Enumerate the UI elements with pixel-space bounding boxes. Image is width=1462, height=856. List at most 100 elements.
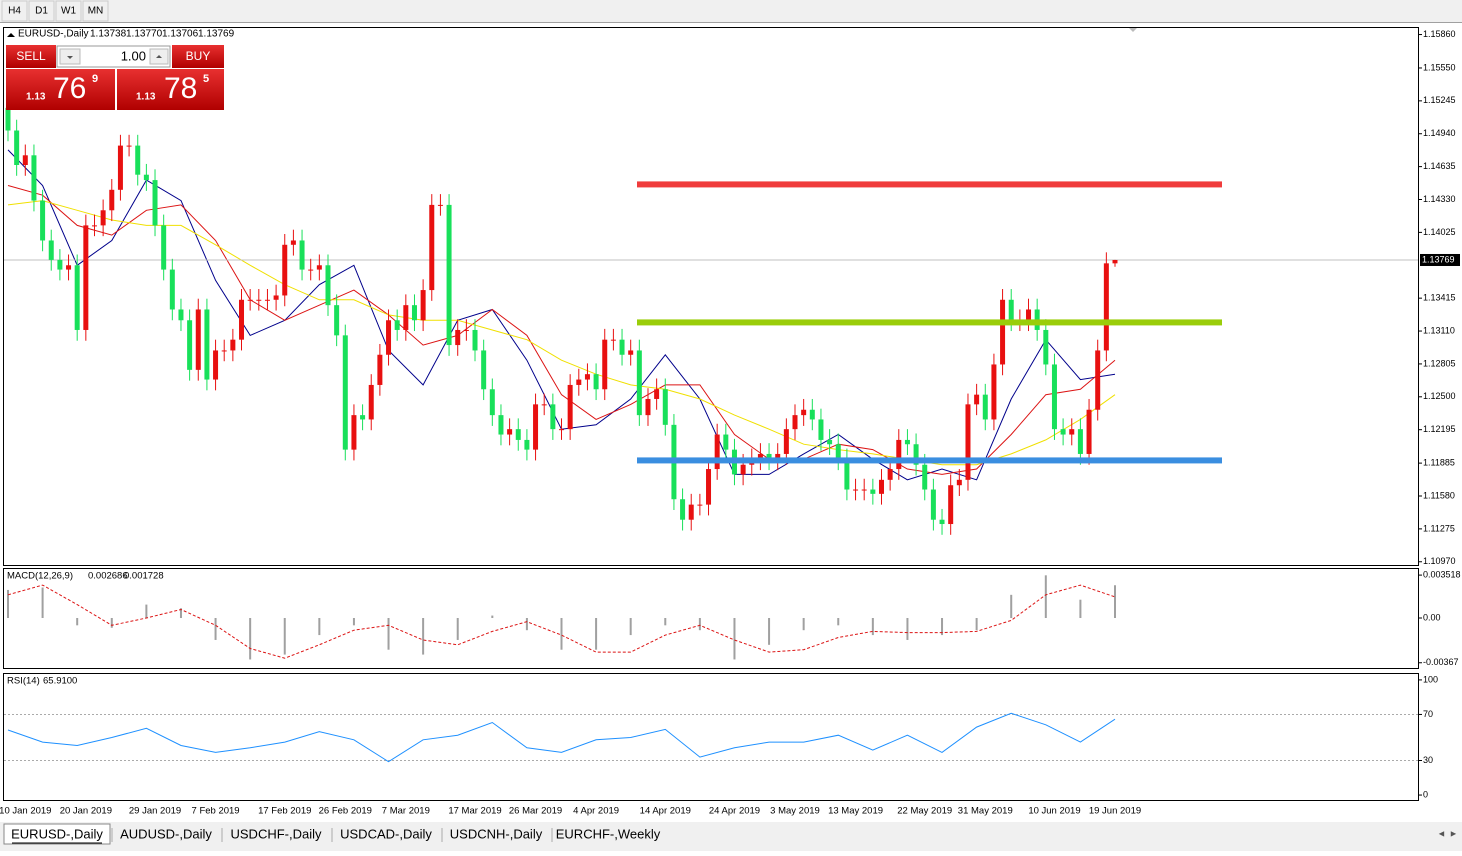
y-tick-label: 1.12805 xyxy=(1423,358,1456,368)
candle-body xyxy=(109,189,115,211)
symbol-icon xyxy=(7,33,15,37)
candle-body xyxy=(5,107,11,131)
tab-label[interactable]: USDCNH-,Daily xyxy=(450,826,543,841)
tab[interactable] xyxy=(3,823,111,845)
macd-bar xyxy=(629,618,632,636)
lot-field[interactable] xyxy=(56,45,171,68)
candle-body xyxy=(256,299,262,301)
tab[interactable] xyxy=(222,824,330,844)
candle-body xyxy=(619,339,625,355)
candle-body xyxy=(783,429,789,454)
macd-bar xyxy=(387,618,390,650)
timeframe-label[interactable]: MN xyxy=(88,6,104,17)
buy-label[interactable]: BUY xyxy=(186,49,211,63)
x-tick-label: 3 May 2019 xyxy=(770,806,820,817)
macd-bar xyxy=(1044,575,1047,618)
candle-body xyxy=(446,204,452,346)
y-tick-label: -0.00367 xyxy=(1423,657,1459,667)
tab-label[interactable]: AUDUSD-,Daily xyxy=(120,826,212,841)
candle-body xyxy=(221,350,227,352)
candle-body xyxy=(827,439,833,445)
tab-scroll-right[interactable]: ► xyxy=(1449,828,1458,838)
candle-body xyxy=(316,265,322,270)
y-tick-label: 1.15550 xyxy=(1423,62,1456,72)
candle-body xyxy=(853,489,859,491)
buy-button[interactable] xyxy=(172,45,224,68)
timeframe-button[interactable] xyxy=(1,0,28,22)
moving-average xyxy=(7,185,1116,475)
tab-label[interactable]: EURCHF-,Weekly xyxy=(556,826,661,841)
shift-marker xyxy=(1129,28,1137,32)
tab-label[interactable]: USDCHF-,Daily xyxy=(231,826,323,841)
candle-body xyxy=(360,415,366,420)
tab[interactable] xyxy=(552,824,664,844)
candle-body xyxy=(1000,299,1006,365)
lot-value[interactable]: 1.00 xyxy=(121,48,146,63)
y-tick-label: 30 xyxy=(1423,755,1433,765)
x-tick-label: 24 Apr 2019 xyxy=(709,806,760,817)
candle-body xyxy=(152,180,158,226)
lot-down-icon xyxy=(67,56,73,59)
candle-body xyxy=(766,453,772,460)
x-tick-label: 19 Jun 2019 xyxy=(1089,806,1141,817)
candle-body xyxy=(515,429,521,440)
candle-body xyxy=(299,240,305,270)
candle-body xyxy=(420,290,426,321)
timeframe-button[interactable] xyxy=(55,0,82,22)
timeframe-button[interactable] xyxy=(82,0,109,22)
candle-body xyxy=(740,464,746,475)
candle-body xyxy=(498,415,504,435)
candle-body xyxy=(161,225,167,270)
timeframe-label[interactable]: D1 xyxy=(35,6,48,17)
candle-body xyxy=(308,269,314,271)
y-tick-label: 1.14025 xyxy=(1423,227,1456,237)
candle-body xyxy=(974,394,980,405)
candle-body xyxy=(1043,329,1049,365)
candle-body xyxy=(455,329,461,346)
macd-bar xyxy=(525,618,528,631)
timeframe-label[interactable]: H4 xyxy=(8,6,21,17)
candle-body xyxy=(31,155,37,201)
candle-body xyxy=(290,240,296,245)
candle-body xyxy=(680,499,686,520)
macd-bar xyxy=(145,604,148,618)
macd-bar xyxy=(1114,585,1116,618)
candle-body xyxy=(533,404,539,450)
macd-bar xyxy=(664,618,667,626)
macd-bar xyxy=(283,618,286,655)
timeframe-button[interactable] xyxy=(28,0,55,22)
candle-body xyxy=(91,225,97,227)
ask-box[interactable] xyxy=(117,69,224,110)
candle-body xyxy=(1008,299,1014,321)
tab[interactable] xyxy=(442,824,550,844)
timeframe-label[interactable]: W1 xyxy=(61,6,76,17)
bid-big: 76 xyxy=(53,72,86,105)
candle-body xyxy=(1060,429,1066,435)
macd-bar xyxy=(733,618,736,660)
x-tick-label: 10 Jan 2019 xyxy=(0,806,51,817)
tab[interactable] xyxy=(332,824,440,844)
candle-body xyxy=(135,145,141,175)
candle-body xyxy=(187,320,193,370)
sell-label[interactable]: SELL xyxy=(16,49,46,63)
tab[interactable] xyxy=(112,824,220,844)
tab-label[interactable]: USDCAD-,Daily xyxy=(340,826,432,841)
x-tick-label: 13 May 2019 xyxy=(828,806,883,817)
sell-button[interactable] xyxy=(6,45,56,68)
candle-body xyxy=(1112,259,1118,264)
candle-body xyxy=(887,469,893,480)
candle-body xyxy=(922,464,928,490)
y-tick-label: 1.13110 xyxy=(1423,325,1455,335)
y-tick-label: 1.15245 xyxy=(1423,95,1456,105)
candle-body xyxy=(57,259,63,270)
candle-body xyxy=(1069,429,1075,435)
x-tick-label: 17 Feb 2019 xyxy=(258,806,311,817)
bid-box[interactable] xyxy=(6,69,115,110)
candle-body xyxy=(524,439,530,450)
candle-body xyxy=(645,398,651,416)
macd-bar xyxy=(906,618,909,640)
macd-bar xyxy=(318,618,321,636)
macd-bar xyxy=(941,618,944,636)
tab-scroll-left[interactable]: ◄ xyxy=(1437,828,1446,838)
tab-label[interactable]: EURUSD-,Daily xyxy=(11,826,103,841)
